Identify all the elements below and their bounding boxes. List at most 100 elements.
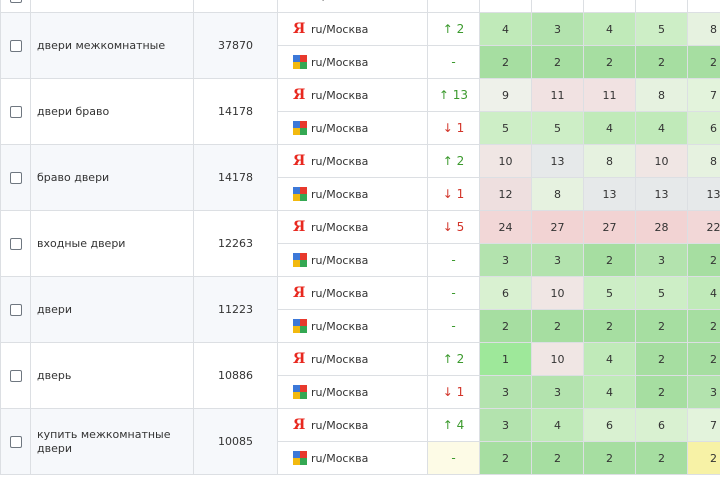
position-cell: 27 — [531, 210, 584, 244]
region-label: ru/Москва — [311, 451, 369, 465]
position-cell: 11 — [583, 78, 636, 112]
row-checkbox[interactable] — [9, 172, 22, 184]
google-icon — [293, 385, 307, 399]
table-row: ru/Москва -2 2 2 2 2 — [1, 309, 720, 343]
yandex-icon: Я — [293, 87, 306, 103]
region-label: ru/Москва — [311, 286, 369, 300]
yandex-icon: Я — [293, 21, 306, 37]
keyword-text: браво двери — [37, 170, 110, 184]
position-cell: 2 — [479, 441, 532, 475]
position-cell: 28 — [635, 210, 688, 244]
yandex-icon: Я — [293, 417, 306, 433]
frequency-cell: 14178 — [193, 78, 278, 145]
position-cell: 10 — [479, 144, 532, 178]
position-cell: 4 — [583, 342, 636, 376]
position-cell: 5 — [531, 111, 584, 145]
google-icon — [293, 253, 307, 267]
position-cell: 4 — [687, 276, 720, 310]
position-change: ↓ 1 — [427, 375, 480, 409]
row-checkbox[interactable] — [9, 40, 22, 52]
region-label: ru/Москва — [311, 22, 369, 36]
row-checkbox-cell — [0, 12, 31, 79]
position-cell: 12 — [479, 177, 532, 211]
position-cell: 2 — [635, 441, 688, 475]
position-cell: 2 — [687, 309, 720, 343]
position-cell: 2 — [583, 441, 636, 475]
row-checkbox-cell — [0, 0, 31, 13]
position-cell: 8 — [687, 144, 720, 178]
search-engine-cell: ru/Москва — [277, 375, 428, 409]
google-icon — [293, 55, 307, 69]
search-engine-cell: ru/Москва — [277, 177, 428, 211]
position-cell: 5 — [635, 12, 688, 46]
position-cell: 13 — [531, 144, 584, 178]
region-label: ru/Москва — [311, 121, 369, 135]
google-icon — [293, 451, 307, 465]
row-checkbox[interactable] — [9, 238, 22, 250]
region-label: ru/Москва — [311, 352, 369, 366]
position-cell: 3 — [531, 12, 584, 46]
position-cell: 3 — [479, 375, 532, 409]
frequency-value: 11223 — [218, 303, 253, 316]
region-label: ru/Москва — [311, 220, 369, 234]
position-cell: 3 — [687, 375, 720, 409]
search-engine-cell: ru/Москва — [277, 111, 428, 145]
position-change: - — [427, 276, 480, 310]
position-change: ↓ 1 — [427, 177, 480, 211]
position-change: - — [427, 309, 480, 343]
keyword-text: двери межкомнатные — [37, 38, 166, 52]
row-checkbox[interactable] — [9, 370, 22, 382]
frequency-cell: 14178 — [193, 144, 278, 211]
position-cell: 7 — [687, 78, 720, 112]
position-cell: 5 — [479, 111, 532, 145]
google-icon — [293, 319, 307, 333]
frequency-cell: 10085 — [193, 408, 278, 475]
row-checkbox[interactable] — [9, 304, 22, 316]
position-cell — [687, 0, 720, 13]
position-cell: 4 — [583, 12, 636, 46]
position-cell: 13 — [583, 177, 636, 211]
row-checkbox[interactable] — [9, 0, 22, 3]
position-cell: 2 — [687, 441, 720, 475]
region-label: ru/Москва — [311, 154, 369, 168]
row-checkbox[interactable] — [9, 106, 22, 118]
position-cell — [531, 0, 584, 13]
position-change: - — [427, 243, 480, 277]
position-cell: 2 — [583, 309, 636, 343]
position-change: ↑ 13 — [427, 78, 480, 112]
position-cell: 3 — [635, 243, 688, 277]
row-checkbox[interactable] — [9, 436, 22, 448]
position-cell: 10 — [531, 276, 584, 310]
position-cell: 2 — [687, 243, 720, 277]
position-cell — [635, 0, 688, 13]
search-engine-cell: ru/Москва — [277, 243, 428, 277]
row-checkbox-cell — [0, 210, 31, 277]
region-label: ru/Москва — [311, 418, 369, 432]
position-cell: 8 — [583, 144, 636, 178]
row-checkbox-cell — [0, 78, 31, 145]
position-cell: 5 — [583, 276, 636, 310]
position-change — [427, 0, 480, 13]
position-cell: 2 — [531, 45, 584, 79]
position-cell: 3 — [479, 408, 532, 442]
region-label: ru/Москва — [311, 0, 368, 3]
search-engine-cell: ru/Москва — [277, 309, 428, 343]
keyword-text: купить межкомнатные двери — [37, 427, 171, 455]
table-row: Яru/Москва — [0, 0, 720, 13]
position-cell: 13 — [687, 177, 720, 211]
position-change: ↓ 1 — [427, 111, 480, 145]
position-cell: 3 — [531, 243, 584, 277]
frequency-value: 14178 — [218, 171, 253, 184]
position-cell: 1 — [479, 342, 532, 376]
region-label: ru/Москва — [311, 88, 369, 102]
keyword-text: двери — [37, 302, 72, 316]
position-change: - — [427, 441, 480, 475]
